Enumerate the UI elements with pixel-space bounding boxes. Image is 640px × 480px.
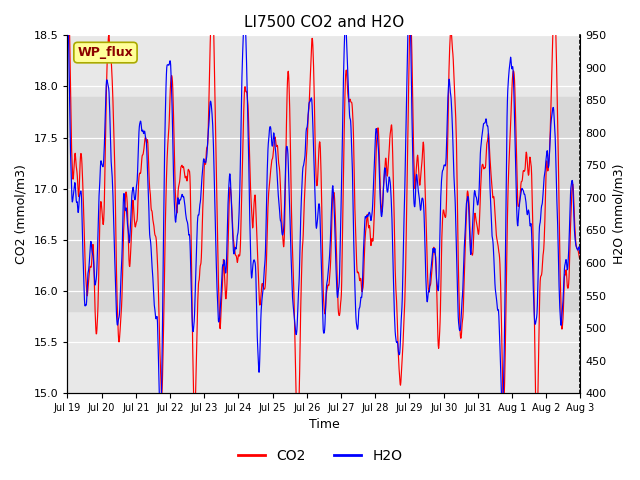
Bar xyxy=(67,96,580,312)
Text: WP_flux: WP_flux xyxy=(77,46,133,59)
Legend: CO2, H2O: CO2, H2O xyxy=(232,443,408,468)
Y-axis label: H2O (mmol/m3): H2O (mmol/m3) xyxy=(612,164,625,264)
X-axis label: Time: Time xyxy=(308,419,339,432)
Title: LI7500 CO2 and H2O: LI7500 CO2 and H2O xyxy=(244,15,404,30)
Y-axis label: CO2 (mmol/m3): CO2 (mmol/m3) xyxy=(15,164,28,264)
